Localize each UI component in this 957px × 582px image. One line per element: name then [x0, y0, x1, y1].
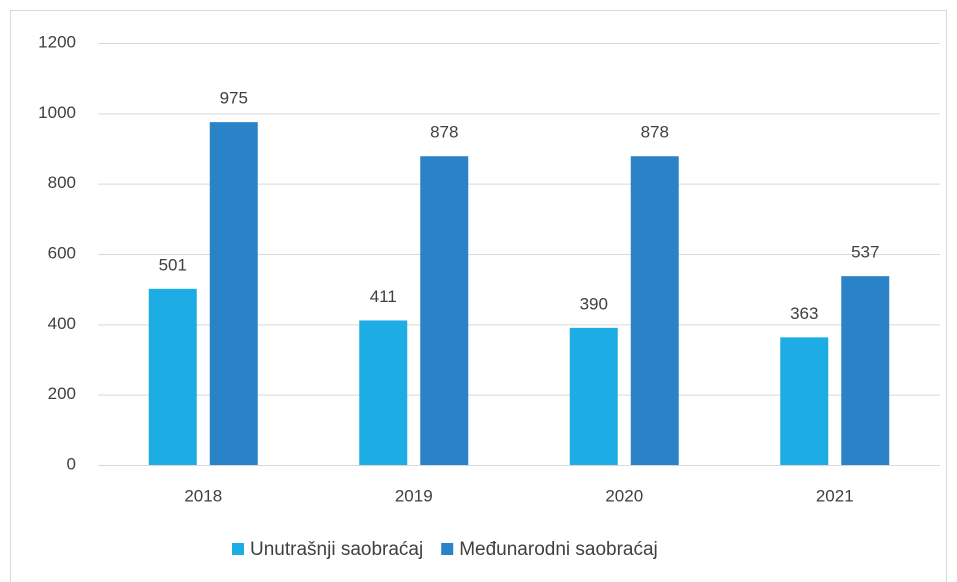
- y-tick-label: 200: [48, 384, 76, 403]
- data-label: 390: [580, 294, 608, 313]
- bar: [209, 122, 258, 465]
- data-label: 537: [851, 243, 879, 262]
- y-tick-label: 0: [67, 454, 76, 473]
- bar: [569, 327, 618, 465]
- bar: [841, 276, 890, 465]
- legend-label: Unutrašnji saobraćaj: [250, 539, 423, 560]
- bar: [780, 337, 829, 465]
- x-tick-label: 2018: [184, 486, 222, 505]
- bar: [630, 156, 679, 465]
- data-label: 878: [641, 123, 669, 142]
- data-label: 363: [790, 304, 818, 323]
- y-tick-label: 600: [48, 243, 76, 262]
- legend-swatch: [232, 543, 244, 555]
- y-tick-label: 1000: [38, 103, 76, 122]
- bar: [148, 288, 197, 465]
- x-tick-label: 2020: [605, 486, 643, 505]
- bar: [359, 320, 408, 465]
- data-label: 411: [370, 287, 397, 306]
- legend-swatch: [441, 543, 454, 555]
- data-label: 878: [430, 123, 458, 142]
- y-tick-label: 800: [48, 173, 76, 192]
- y-tick-label: 1200: [38, 32, 76, 51]
- legend-label: Međunarodni saobraćaj: [459, 539, 658, 560]
- x-tick-label: 2019: [395, 486, 433, 505]
- bar: [420, 156, 469, 465]
- data-label: 975: [220, 89, 248, 108]
- y-tick-label: 400: [48, 314, 76, 333]
- x-tick-label: 2021: [816, 486, 854, 505]
- data-label: 501: [159, 255, 187, 274]
